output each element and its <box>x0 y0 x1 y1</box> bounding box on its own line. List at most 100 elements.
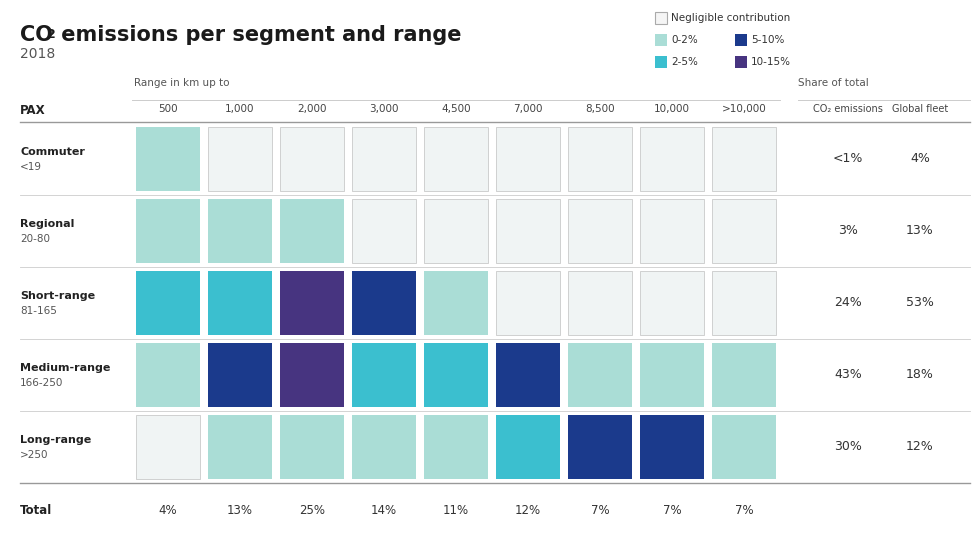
Text: CO₂ emissions: CO₂ emissions <box>813 104 883 114</box>
Text: Long-range: Long-range <box>20 435 91 445</box>
Text: 53%: 53% <box>906 296 934 310</box>
Text: >250: >250 <box>20 450 48 460</box>
Bar <box>208 127 272 191</box>
Bar <box>424 343 488 407</box>
Bar <box>136 415 200 479</box>
Bar <box>640 199 704 263</box>
Bar <box>640 127 704 191</box>
Bar <box>352 127 416 191</box>
Text: 25%: 25% <box>299 503 325 516</box>
Bar <box>208 271 272 335</box>
Bar <box>640 415 704 479</box>
Bar <box>712 127 776 191</box>
Text: 2,000: 2,000 <box>297 104 326 114</box>
Text: Total: Total <box>20 503 52 516</box>
Text: 11%: 11% <box>443 503 469 516</box>
Text: Medium-range: Medium-range <box>20 363 111 373</box>
Bar <box>424 415 488 479</box>
Text: CO: CO <box>20 25 53 45</box>
Text: 12%: 12% <box>906 441 934 454</box>
Bar <box>496 415 560 479</box>
Bar <box>735 34 747 46</box>
Bar <box>712 199 776 263</box>
Bar <box>352 199 416 263</box>
Bar <box>352 271 416 335</box>
Bar <box>208 415 272 479</box>
Text: 10-15%: 10-15% <box>751 57 791 67</box>
Text: 7,000: 7,000 <box>514 104 543 114</box>
Text: 2018: 2018 <box>20 47 55 61</box>
Text: 20-80: 20-80 <box>20 234 50 244</box>
Bar <box>352 415 416 479</box>
Text: 3%: 3% <box>838 225 858 237</box>
Text: 14%: 14% <box>371 503 397 516</box>
Text: 13%: 13% <box>227 503 253 516</box>
Text: 81-165: 81-165 <box>20 306 57 316</box>
Text: Short-range: Short-range <box>20 291 95 301</box>
Text: 1,000: 1,000 <box>225 104 255 114</box>
Text: emissions per segment and range: emissions per segment and range <box>54 25 462 45</box>
Text: 500: 500 <box>158 104 177 114</box>
Bar <box>640 271 704 335</box>
Bar <box>655 56 667 68</box>
Bar <box>424 199 488 263</box>
Bar <box>568 199 632 263</box>
Bar <box>496 271 560 335</box>
Bar <box>424 271 488 335</box>
Bar <box>496 127 560 191</box>
Bar <box>640 343 704 407</box>
Bar <box>424 127 488 191</box>
Bar <box>280 271 344 335</box>
Text: 8,500: 8,500 <box>585 104 614 114</box>
Bar <box>735 56 747 68</box>
Text: Global fleet: Global fleet <box>892 104 948 114</box>
Bar <box>712 343 776 407</box>
Text: Negligible contribution: Negligible contribution <box>671 13 790 23</box>
Text: <1%: <1% <box>833 152 863 166</box>
Text: 166-250: 166-250 <box>20 378 64 388</box>
Bar <box>568 127 632 191</box>
Text: <19: <19 <box>20 162 42 172</box>
Text: 7%: 7% <box>735 503 754 516</box>
Bar <box>280 415 344 479</box>
Text: 5-10%: 5-10% <box>751 35 784 45</box>
Text: 0-2%: 0-2% <box>671 35 698 45</box>
Bar <box>280 199 344 263</box>
Text: Regional: Regional <box>20 219 74 229</box>
Bar <box>352 343 416 407</box>
Text: 30%: 30% <box>834 441 862 454</box>
Bar <box>655 34 667 46</box>
Bar <box>655 12 667 24</box>
Text: 10,000: 10,000 <box>654 104 690 114</box>
Text: 3,000: 3,000 <box>369 104 399 114</box>
Bar <box>568 343 632 407</box>
Bar <box>712 415 776 479</box>
Text: Range in km up to: Range in km up to <box>134 78 229 88</box>
Text: >10,000: >10,000 <box>721 104 766 114</box>
Text: 7%: 7% <box>662 503 681 516</box>
Bar <box>496 199 560 263</box>
Bar <box>568 415 632 479</box>
Bar <box>712 271 776 335</box>
Text: 18%: 18% <box>906 368 934 381</box>
Text: 4,500: 4,500 <box>441 104 470 114</box>
Bar <box>136 127 200 191</box>
Text: Commuter: Commuter <box>20 147 85 157</box>
Text: PAX: PAX <box>20 104 46 117</box>
Text: 4%: 4% <box>159 503 177 516</box>
Bar <box>568 271 632 335</box>
Text: 2: 2 <box>47 28 56 41</box>
Text: 24%: 24% <box>834 296 861 310</box>
Bar <box>136 199 200 263</box>
Text: 43%: 43% <box>834 368 861 381</box>
Text: Share of total: Share of total <box>798 78 868 88</box>
Bar <box>136 343 200 407</box>
Text: 4%: 4% <box>910 152 930 166</box>
Bar <box>208 343 272 407</box>
Text: 7%: 7% <box>591 503 610 516</box>
Text: 12%: 12% <box>514 503 541 516</box>
Bar <box>136 271 200 335</box>
Bar <box>280 127 344 191</box>
Bar <box>496 343 560 407</box>
Bar <box>280 343 344 407</box>
